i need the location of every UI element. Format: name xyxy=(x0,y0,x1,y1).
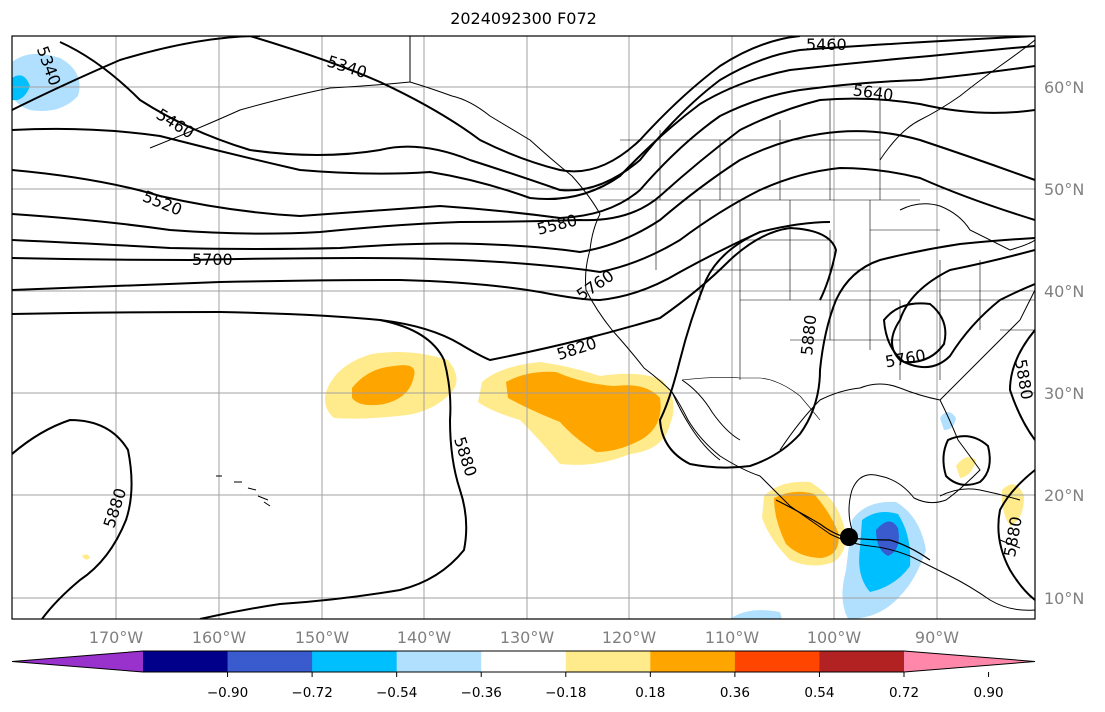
colorbar-segment xyxy=(819,651,905,672)
contour-5760 xyxy=(12,221,1035,368)
lon-label-100w: 100°W xyxy=(807,628,862,647)
contour-5700 xyxy=(12,166,1035,274)
lat-label-50n: 50°N xyxy=(1044,180,1084,199)
contour-5520 xyxy=(12,65,1035,220)
contour-label: 5700 xyxy=(192,250,233,269)
colorbar-tick-label: 0.18 xyxy=(635,685,665,701)
anomaly-negative-nw-core xyxy=(12,75,30,101)
colorbar-segment xyxy=(312,651,398,672)
colorbar-segment xyxy=(734,651,820,672)
anomaly-positive-125w-core xyxy=(506,371,661,452)
colorbar-extend-high xyxy=(904,651,1035,672)
height-contours xyxy=(12,36,1035,619)
contour-5880-caribbean xyxy=(997,469,1035,601)
colorbar-extend-low xyxy=(12,651,143,672)
colorbar-tick-label: −0.54 xyxy=(376,685,417,701)
coastline-hudson xyxy=(879,39,1035,161)
map-title: 2024092300 F072 xyxy=(450,9,597,28)
contour-5880-west xyxy=(12,418,133,619)
coastline-gulf xyxy=(779,383,981,531)
colorbar-outline xyxy=(11,650,1036,673)
colorbar-tick-label: 0.36 xyxy=(720,685,750,701)
anomaly-negative-south xyxy=(730,610,782,619)
contour-5820 xyxy=(12,226,838,362)
coastline-hawaii xyxy=(216,475,271,507)
shaded-anomaly-fields xyxy=(12,53,1024,619)
anomaly-positive-small xyxy=(82,554,90,560)
lon-label-90w: 90°W xyxy=(915,628,959,647)
colorbar-segment xyxy=(143,651,229,672)
contour-label: 5880 xyxy=(797,314,820,356)
coastlines xyxy=(149,36,1035,611)
lon-label-120w: 120°W xyxy=(602,628,657,647)
contour-5880-gulf xyxy=(942,435,991,486)
colorbar-ticks: −0.90 −0.72 −0.54 −0.36 −0.18 0.18 0.36 0.54 0.7… xyxy=(207,672,1004,701)
contour-5400 xyxy=(59,36,1035,192)
lon-label-140w: 140°W xyxy=(397,628,452,647)
anomaly-positive-caribbean xyxy=(956,457,976,478)
lat-label-30n: 30°N xyxy=(1044,384,1084,403)
colorbar-tick-label: −0.18 xyxy=(545,685,586,701)
lon-label-170w: 170°W xyxy=(89,628,144,647)
latitude-labels: 60°N 50°N 40°N 30°N 20°N 10°N xyxy=(1044,78,1084,608)
coastline-baja xyxy=(671,379,741,461)
anomaly-positive-145w-core xyxy=(352,365,415,406)
contour-5580 xyxy=(12,97,1035,235)
contour-5880-east xyxy=(658,231,1035,469)
colorbar-segment xyxy=(227,651,313,672)
lat-label-60n: 60°N xyxy=(1044,78,1084,97)
map-frame xyxy=(11,35,1036,620)
lon-label-110w: 110°W xyxy=(705,628,760,647)
contour-5640 xyxy=(12,130,1035,254)
contour-5880-central xyxy=(199,319,468,619)
lat-label-20n: 20°N xyxy=(1044,486,1084,505)
colorbar xyxy=(11,650,1036,673)
coastline-east xyxy=(939,289,1035,401)
graticule xyxy=(12,36,1035,619)
colorbar-tick-label: 0.90 xyxy=(974,685,1004,701)
coastline-west-coast xyxy=(585,213,1035,611)
colorbar-tick-label: −0.90 xyxy=(207,685,248,701)
colorbar-tick-label: 0.72 xyxy=(889,685,919,701)
political-borders xyxy=(600,100,1035,421)
anomaly-positive-mexico-core xyxy=(774,491,839,558)
colorbar-segment xyxy=(481,651,567,672)
lon-label-150w: 150°W xyxy=(295,628,350,647)
storm-center-marker xyxy=(840,528,858,546)
border-us-mexico xyxy=(681,377,821,421)
contour-5460 xyxy=(12,45,1035,201)
lon-label-130w: 130°W xyxy=(500,628,555,647)
colorbar-tick-label: −0.72 xyxy=(291,685,332,701)
contour-5340 xyxy=(12,36,801,173)
colorbar-segment xyxy=(650,651,736,672)
border-canada-provinces xyxy=(620,100,881,200)
coastline-great-lakes xyxy=(899,203,1035,251)
contour-label: 5460 xyxy=(806,35,847,54)
colorbar-tick-label: −0.36 xyxy=(461,685,502,701)
colorbar-segment xyxy=(396,651,482,672)
colorbar-segment xyxy=(565,651,651,672)
anomaly-negative-nw xyxy=(12,53,80,112)
colorbar-tick-label: 0.54 xyxy=(804,685,834,701)
lat-label-40n: 40°N xyxy=(1044,282,1084,301)
lat-label-10n: 10°N xyxy=(1044,589,1084,608)
contour-5760-low xyxy=(882,302,947,364)
coastline-alaska xyxy=(409,36,601,215)
longitude-labels: 170°W 160°W 150°W 140°W 130°W 120°W 110°… xyxy=(89,628,959,647)
lon-label-160w: 160°W xyxy=(192,628,247,647)
